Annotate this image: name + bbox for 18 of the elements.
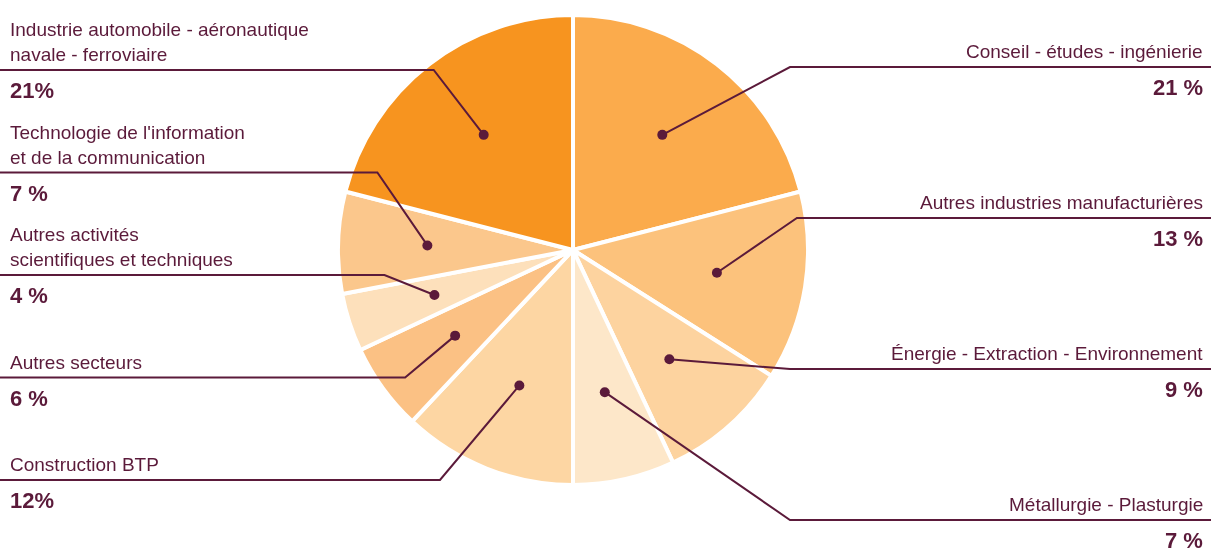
slice-label: Technologie de l'information et de la communication [10, 122, 245, 168]
slice-label: Conseil - études - ingénierie [966, 41, 1203, 62]
data-label: 12% [10, 488, 55, 513]
data-label: 6 % [10, 386, 48, 411]
slice-label: Autres activités scientifiques et techniques [10, 224, 233, 270]
data-label: 7 % [1165, 528, 1203, 549]
data-label: 21 % [1153, 75, 1204, 100]
slice-label: Métallurgie - Plasturgie [1009, 494, 1204, 515]
data-label: 4 % [10, 283, 48, 308]
data-label: 9 % [1165, 377, 1203, 402]
data-label: 21% [10, 78, 55, 103]
data-label: 13 % [1153, 226, 1204, 251]
slice-label: Industrie automobile - aéronautique navale - ferroviaire [10, 19, 309, 65]
slice-label: Autres industries manufacturières [920, 192, 1204, 213]
slice-label: Construction BTP [10, 454, 159, 475]
slice-label: Autres secteurs [10, 352, 142, 373]
slice-label: Énergie - Extraction - Environnement [891, 343, 1204, 364]
data-label: 7 % [10, 181, 48, 206]
